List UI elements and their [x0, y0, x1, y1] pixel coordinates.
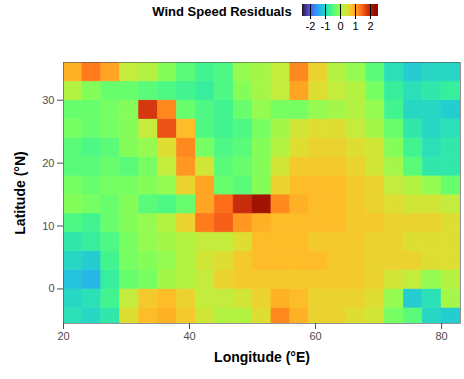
svg-text:40: 40 [183, 330, 195, 342]
svg-text:60: 60 [309, 330, 321, 342]
svg-text:-1: -1 [320, 20, 330, 32]
svg-text:30: 30 [42, 94, 54, 106]
svg-text:0: 0 [337, 20, 343, 32]
svg-text:80: 80 [435, 330, 447, 342]
svg-text:20: 20 [57, 330, 69, 342]
html-text:Wind Speed Residuals: Wind Speed Residuals [152, 4, 292, 19]
svg-text:-2: -2 [305, 20, 315, 32]
svg-text:0: 0 [48, 282, 54, 294]
svg-text:2: 2 [367, 20, 373, 32]
svg-text:Longitude (°E): Longitude (°E) [214, 349, 310, 365]
svg-text:20: 20 [42, 157, 54, 169]
svg-text:Latitude (°N): Latitude (°N) [12, 151, 28, 234]
svg-text:1: 1 [352, 20, 358, 32]
svg-text:10: 10 [42, 220, 54, 232]
